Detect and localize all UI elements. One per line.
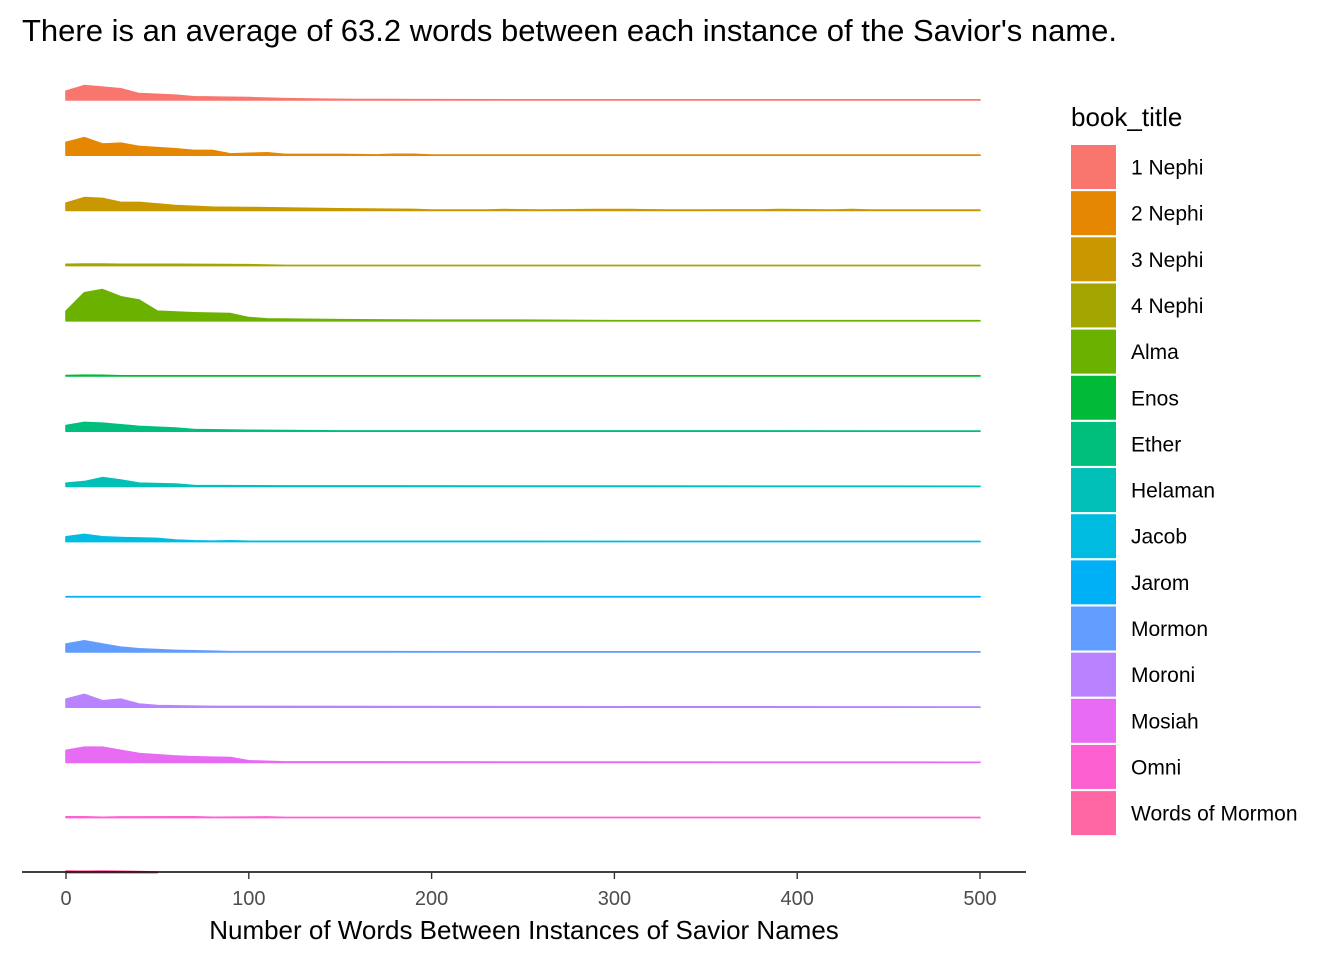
legend-swatch	[1071, 744, 1116, 789]
legend-swatch	[1071, 329, 1116, 374]
legend-swatch	[1071, 698, 1116, 743]
chart-title: There is an average of 63.2 words betwee…	[22, 13, 1117, 48]
legend-swatch	[1071, 791, 1116, 836]
ridge-2-nephi	[65, 136, 981, 156]
x-tick-label: 300	[598, 888, 631, 910]
legend-title: book_title	[1071, 102, 1182, 132]
legend-swatch	[1071, 191, 1116, 236]
legend-label: Moroni	[1131, 664, 1195, 687]
ridge-enos	[65, 374, 981, 377]
ridge-areas	[65, 84, 981, 874]
legend-label: Helaman	[1131, 480, 1215, 503]
legend-swatch	[1071, 606, 1116, 651]
x-tick-label: 500	[963, 888, 996, 910]
x-tick-label: 100	[232, 888, 265, 910]
legend-label: 3 Nephi	[1131, 249, 1203, 272]
legend-label: Alma	[1131, 341, 1179, 364]
legend-swatch	[1071, 237, 1116, 282]
legend-label: Words of Mormon	[1131, 803, 1298, 826]
legend-label: Enos	[1131, 387, 1179, 410]
legend-label: 2 Nephi	[1131, 203, 1203, 226]
ridge-3-nephi	[65, 196, 981, 212]
legend-items: 1 Nephi 2 Nephi 3 Nephi 4 Nephi Alma Enos Ethe…	[1071, 145, 1298, 836]
legend-swatch	[1071, 560, 1116, 605]
legend-label: Jacob	[1131, 526, 1187, 549]
ridge-mormon	[65, 640, 981, 653]
x-tick-label: 400	[781, 888, 814, 910]
legend-label: Mosiah	[1131, 710, 1199, 733]
x-axis-label: Number of Words Between Instances of Sav…	[209, 915, 839, 945]
x-axis-ticks: 0 100 200 300 400 500	[60, 872, 997, 910]
ridge-moroni	[65, 693, 981, 708]
x-tick-label: 0	[60, 888, 71, 910]
legend-swatch	[1071, 145, 1116, 189]
legend-swatch	[1071, 514, 1116, 559]
ridge-mosiah	[65, 746, 981, 764]
legend-swatch	[1071, 283, 1116, 328]
legend-label: 1 Nephi	[1131, 157, 1203, 180]
x-tick-label: 200	[415, 888, 448, 910]
ridge-jacob	[65, 533, 981, 543]
legend-swatch	[1071, 421, 1116, 466]
ridge-4-nephi	[65, 263, 981, 267]
ridge-alma	[65, 288, 981, 322]
ridge-omni	[65, 816, 981, 819]
legend: book_title 1 Nephi 2 Nephi 3 Nephi 4 Nephi A…	[1071, 102, 1298, 836]
ridge-1-nephi	[65, 84, 981, 101]
legend-label: Mormon	[1131, 618, 1208, 641]
legend-swatch	[1071, 652, 1116, 697]
ridge-ether	[65, 421, 981, 432]
legend-swatch	[1071, 375, 1116, 420]
legend-label: Ether	[1131, 433, 1181, 456]
legend-swatch	[1071, 468, 1116, 513]
ridge-helaman	[65, 476, 981, 488]
legend-label: Omni	[1131, 756, 1181, 779]
legend-label: Jarom	[1131, 572, 1189, 595]
legend-label: 4 Nephi	[1131, 295, 1203, 318]
